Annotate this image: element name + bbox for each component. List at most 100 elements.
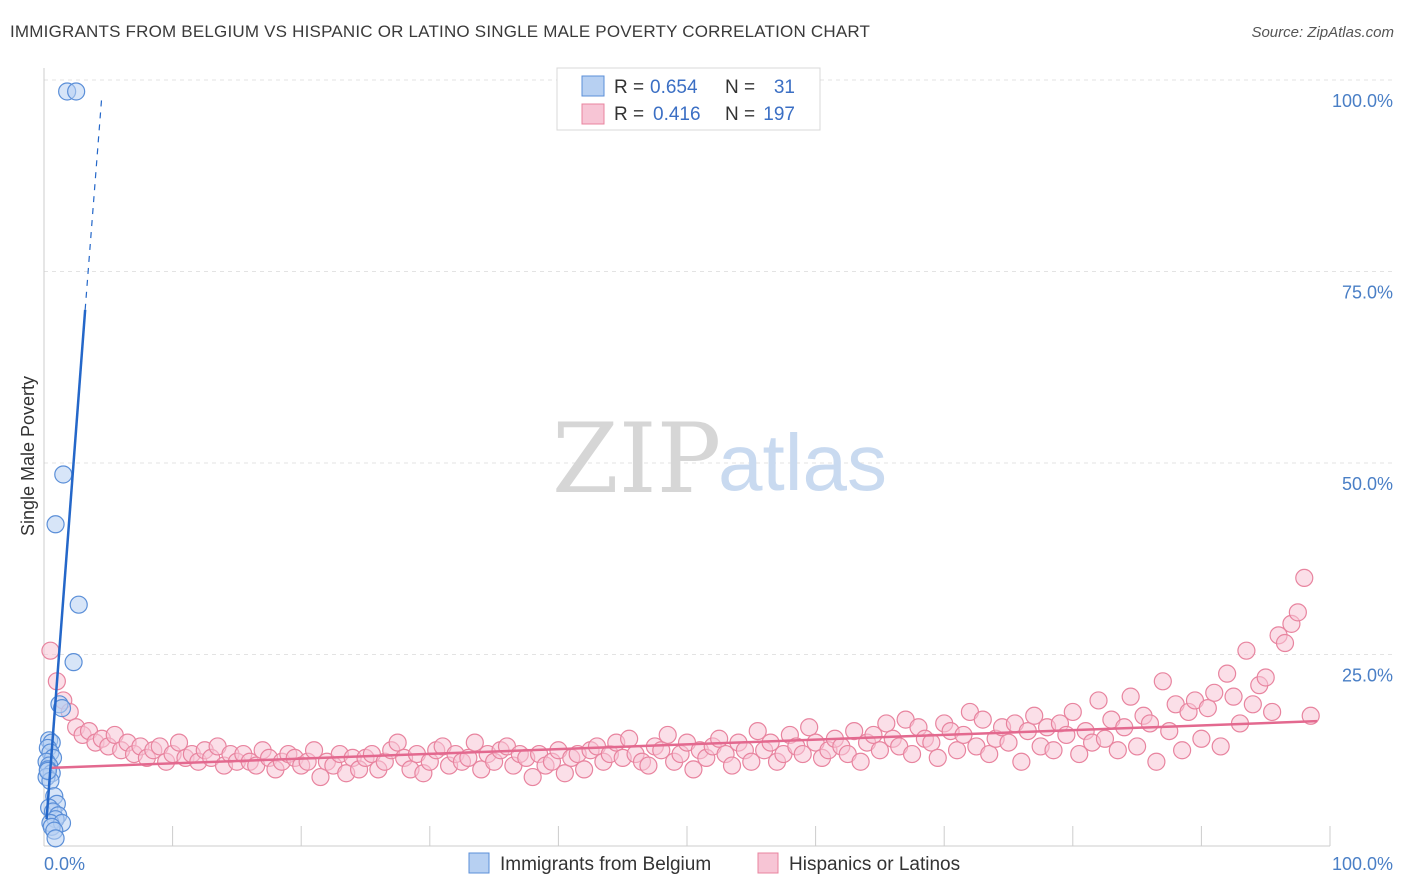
bottom-legend-label-hispanics: Hispanics or Latinos <box>789 854 960 875</box>
hispanics-point-54 <box>388 733 407 752</box>
hispanics-point-181 <box>1205 683 1224 702</box>
hispanics-point-192 <box>1275 633 1295 653</box>
hispanics-point-75 <box>523 767 542 787</box>
trend-line-belgium-extension <box>84 95 103 310</box>
hispanics-point-168 <box>1121 687 1140 706</box>
legend: R = 0.654 N = 31 R = 0.416 N = 197 <box>556 67 821 131</box>
hispanics-point-166 <box>1108 741 1127 760</box>
hispanics-point-179 <box>1192 729 1211 748</box>
hispanics-point-156 <box>1044 741 1063 760</box>
x-tick-label-min: 0.0% <box>44 854 85 874</box>
chart-title: IMMIGRANTS FROM BELGIUM VS HISPANIC OR L… <box>10 22 871 41</box>
hispanics-point-184 <box>1224 687 1243 706</box>
bottom-legend-swatch-belgium <box>468 852 490 874</box>
hispanics-point-159 <box>1063 702 1082 722</box>
hispanics-point-149 <box>999 733 1018 752</box>
hispanics-point-134 <box>902 744 922 764</box>
y-tick-label-75: 75.0% <box>1342 283 1393 303</box>
hispanics-point-145 <box>973 710 992 729</box>
y-axis-label: Single Male Poverty <box>18 376 38 536</box>
hispanics-point-160 <box>1070 744 1089 764</box>
hispanics-point-110 <box>748 721 767 741</box>
hispanics-point-173 <box>1153 672 1172 691</box>
belgium-point-29 <box>46 829 65 848</box>
legend-r-label-2: R = <box>614 104 644 125</box>
hispanics-point-138 <box>928 748 947 768</box>
watermark: ZIP atlas <box>552 403 887 515</box>
legend-n-label-1: N = <box>725 77 755 98</box>
belgium-point-3 <box>46 515 65 534</box>
hispanics-point-183 <box>1218 664 1237 683</box>
legend-n-value-1: 31 <box>774 77 795 98</box>
hispanics-point-80 <box>555 764 574 783</box>
hispanics-point-106 <box>722 756 742 775</box>
watermark-zip: ZIP <box>552 403 721 515</box>
belgium-point-4 <box>69 595 88 614</box>
hispanics-point-129 <box>870 741 890 760</box>
legend-swatch-belgium <box>581 75 605 97</box>
legend-n-value-2: 197 <box>763 104 795 125</box>
y-tick-label-50: 50.0% <box>1342 474 1393 494</box>
legend-n-label-2: N = <box>725 104 755 125</box>
hispanics-point-171 <box>1140 714 1160 733</box>
hispanics-point-104 <box>710 729 729 748</box>
hispanics-point-125 <box>845 721 864 741</box>
y-tick-label-25: 25.0% <box>1342 666 1393 686</box>
source-credit: Source: ZipAtlas.com <box>1251 24 1394 41</box>
x-axis-ticks <box>172 826 1331 846</box>
hispanics-point-90 <box>620 729 639 748</box>
belgium-point-1 <box>67 82 86 101</box>
hispanics-point-187 <box>1243 695 1262 714</box>
hispanics-point-176 <box>1173 741 1192 760</box>
hispanics-point-137 <box>922 733 941 752</box>
belgium-point-30 <box>38 761 57 781</box>
hispanics-point-164 <box>1095 729 1115 748</box>
hispanics-point-118 <box>800 718 819 737</box>
hispanics-point-195 <box>1295 568 1314 588</box>
hispanics-point-153 <box>1025 706 1044 725</box>
belgium-point-5 <box>64 653 83 672</box>
hispanics-point-189 <box>1256 668 1275 687</box>
hispanics-point-182 <box>1211 737 1230 756</box>
hispanics-point-20 <box>169 733 189 752</box>
hispanics-point-126 <box>851 752 870 771</box>
bottom-legend-swatch-hispanics <box>757 852 779 874</box>
legend-swatch-hispanics <box>581 103 605 125</box>
hispanics-point-0 <box>41 641 60 660</box>
hispanics-point-130 <box>877 714 896 733</box>
bottom-legend-label-belgium: Immigrants from Belgium <box>500 854 711 875</box>
hispanics-point-151 <box>1012 752 1031 771</box>
hispanics-point-163 <box>1089 691 1108 710</box>
hispanics-point-117 <box>793 744 812 764</box>
trend-lines <box>45 95 1318 820</box>
series-hispanics-points <box>41 568 1320 787</box>
hispanics-point-128 <box>864 725 883 745</box>
hispanics-point-93 <box>639 756 658 775</box>
watermark-atlas: atlas <box>718 418 887 507</box>
hispanics-point-186 <box>1237 641 1256 660</box>
hispanics-point-172 <box>1147 752 1166 771</box>
trend-line-belgium <box>45 309 87 820</box>
hispanics-point-96 <box>658 725 677 745</box>
hispanics-point-83 <box>575 760 594 779</box>
y-axis-tick-labels: 25.0% 50.0% 75.0% 100.0% <box>1332 91 1393 686</box>
bottom-legend: Immigrants from Belgium Hispanics or Lat… <box>468 852 960 875</box>
legend-r-value-1: 0.654 <box>650 77 698 98</box>
hispanics-point-141 <box>947 741 967 760</box>
legend-r-value-2: 0.416 <box>653 104 701 125</box>
hispanics-point-109 <box>742 752 761 771</box>
hispanics-point-169 <box>1127 737 1147 756</box>
y-tick-label-100: 100.0% <box>1332 91 1393 111</box>
hispanics-point-100 <box>684 760 703 779</box>
gridlines <box>44 79 1393 655</box>
belgium-point-7 <box>52 699 72 718</box>
belgium-point-2 <box>54 465 73 484</box>
hispanics-point-42 <box>311 767 330 787</box>
x-tick-label-max: 100.0% <box>1332 854 1393 874</box>
legend-r-label-1: R = <box>614 77 644 98</box>
hispanics-point-180 <box>1198 699 1217 718</box>
hispanics-point-194 <box>1288 603 1307 622</box>
hispanics-point-146 <box>980 744 999 764</box>
trend-line-hispanics <box>50 719 1318 770</box>
